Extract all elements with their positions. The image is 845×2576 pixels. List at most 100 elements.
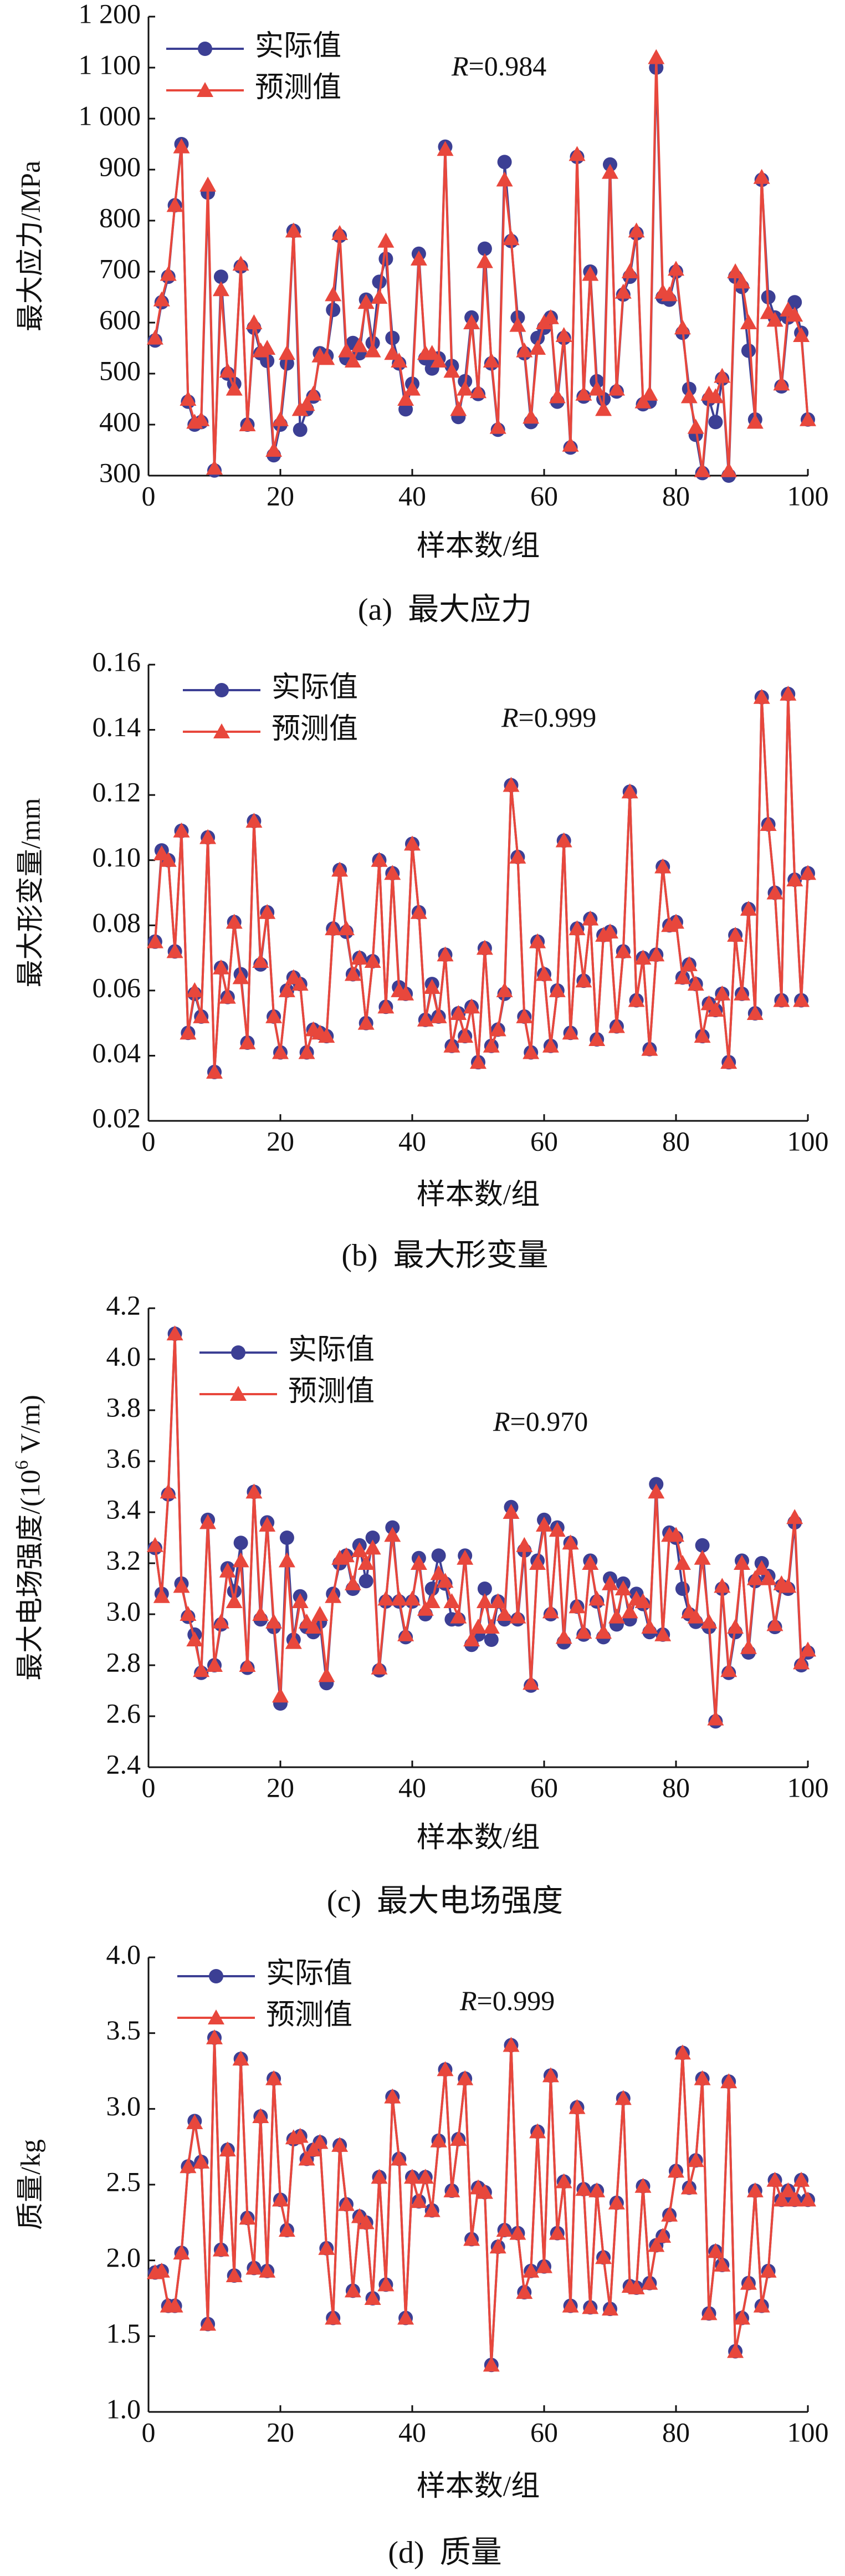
- marker: [760, 2262, 777, 2278]
- marker: [542, 2067, 559, 2083]
- marker: [523, 2262, 540, 2278]
- legend-label: 预测值: [272, 713, 358, 745]
- x-tick-label: 60: [530, 2416, 558, 2447]
- marker: [523, 409, 540, 424]
- annotation-text: =0.984: [469, 50, 547, 81]
- marker: [437, 1573, 454, 1588]
- y-tick-label: 1.5: [106, 2318, 141, 2349]
- marker: [707, 2243, 724, 2258]
- legend-label: 实际值: [272, 672, 358, 703]
- y-tick-label: 0.14: [93, 711, 141, 742]
- panel: 1.0 1.5 2.0 2.5 3.0 3.5 4.0 0 20 40 60 80 100 样本数/组 质量…: [14, 1939, 828, 2569]
- marker: [555, 1629, 572, 1644]
- marker: [470, 383, 486, 399]
- marker: [239, 2210, 256, 2225]
- marker: [365, 1531, 380, 1545]
- marker: [523, 1675, 540, 1690]
- marker: [259, 904, 276, 919]
- marker: [463, 998, 480, 1014]
- marker: [377, 2276, 395, 2292]
- x-axis-label: 样本数/组: [417, 2471, 540, 2502]
- marker: [377, 998, 395, 1014]
- marker: [477, 1582, 492, 1596]
- y-tick-label: 0.04: [93, 1037, 141, 1068]
- marker: [166, 1325, 183, 1340]
- marker: [740, 314, 757, 329]
- annotation: R=0.970: [493, 1406, 588, 1437]
- marker: [483, 2356, 500, 2372]
- marker: [582, 266, 599, 281]
- y-axis-label: 最大电场强度/(106 V/m): [12, 1395, 46, 1681]
- marker: [641, 1040, 658, 1056]
- annotation-symbol: R: [459, 1985, 477, 2016]
- marker: [753, 169, 770, 184]
- marker: [470, 1054, 486, 1069]
- marker: [410, 904, 427, 919]
- x-tick-label: 0: [142, 1125, 156, 1156]
- marker: [714, 2256, 731, 2272]
- marker: [311, 1606, 329, 1621]
- marker: [450, 1005, 467, 1021]
- marker: [734, 273, 750, 289]
- marker: [318, 1028, 335, 1043]
- marker: [305, 385, 322, 401]
- marker: [291, 2128, 309, 2143]
- marker: [437, 141, 454, 156]
- marker: [391, 2150, 408, 2166]
- marker: [588, 1031, 606, 1047]
- annotation: R=0.999: [501, 702, 596, 733]
- marker: [476, 2184, 493, 2199]
- annotation-symbol: R: [501, 702, 519, 733]
- marker: [549, 1522, 566, 1537]
- marker: [404, 1590, 421, 1606]
- marker: [351, 950, 368, 965]
- marker: [780, 685, 797, 701]
- marker: [614, 2090, 632, 2105]
- marker: [293, 422, 308, 437]
- marker: [489, 1021, 506, 1037]
- marker: [226, 2267, 243, 2282]
- marker: [800, 411, 816, 426]
- marker: [648, 946, 665, 962]
- marker: [230, 1386, 247, 1401]
- y-tick-label: 2.6: [106, 1697, 141, 1728]
- marker: [239, 416, 256, 431]
- marker: [562, 1534, 579, 1550]
- marker: [338, 1547, 355, 1563]
- marker: [602, 2300, 618, 2316]
- marker: [668, 1527, 684, 1542]
- marker: [173, 138, 190, 154]
- marker: [450, 2131, 467, 2146]
- marker: [206, 1657, 223, 1672]
- marker: [265, 1613, 283, 1629]
- marker: [325, 286, 342, 302]
- marker: [661, 2206, 678, 2222]
- y-tick-label: 1 000: [79, 100, 141, 131]
- y-tick-label: 3.8: [106, 1391, 141, 1422]
- marker: [720, 1662, 738, 1677]
- marker: [648, 1483, 665, 1499]
- marker: [430, 1008, 447, 1023]
- marker: [232, 256, 249, 271]
- marker: [509, 317, 526, 332]
- panel: 2.4 2.6 2.8 3.0 3.2 3.4 3.6 3.8 4.0 4.2 0 20 40 60 80 1…: [12, 1289, 829, 1918]
- marker: [404, 2169, 421, 2184]
- x-tick-label: 60: [530, 1772, 558, 1803]
- x-tick-label: 40: [398, 480, 426, 511]
- legend-label: 预测值: [288, 1376, 375, 1407]
- marker: [384, 2088, 401, 2104]
- annotation-symbol: R: [493, 1406, 510, 1437]
- marker: [614, 943, 632, 958]
- marker: [621, 1603, 638, 1619]
- x-tick-label: 80: [662, 1125, 690, 1156]
- marker: [588, 2182, 606, 2197]
- marker: [773, 992, 790, 1007]
- marker: [614, 283, 632, 299]
- marker: [496, 1606, 513, 1621]
- marker: [338, 2196, 355, 2211]
- marker: [252, 1606, 269, 1621]
- marker: [325, 2309, 342, 2325]
- marker: [569, 146, 586, 161]
- marker: [193, 411, 210, 426]
- marker: [180, 391, 197, 406]
